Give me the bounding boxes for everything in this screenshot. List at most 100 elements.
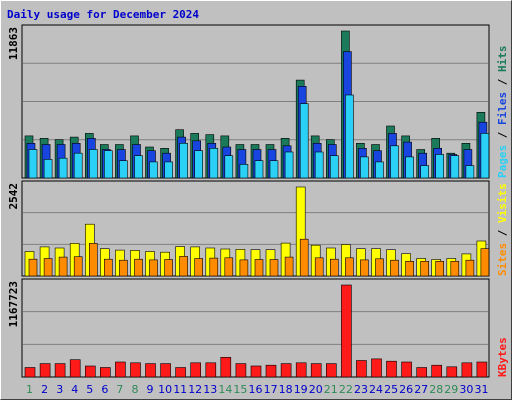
pages-bar <box>465 165 475 179</box>
legend-sep: / <box>496 223 509 243</box>
legend-kbytes: KBytes <box>496 337 509 377</box>
sites-bar <box>269 259 279 277</box>
chart-title: Daily usage for December 2024 <box>7 8 199 21</box>
kbytes-bar <box>280 363 292 378</box>
x-tick-label: 24 <box>369 383 383 396</box>
pages-bar <box>43 159 53 179</box>
kbytes-bar <box>69 359 81 378</box>
x-tick-label: 3 <box>56 383 63 396</box>
x-tick-label: 23 <box>354 383 368 396</box>
pages-bar <box>269 160 279 179</box>
y-max-label-hits: 11863 <box>7 27 20 60</box>
kbytes-bar <box>310 363 322 378</box>
sites-bar <box>465 259 475 277</box>
sites-bar <box>179 256 188 277</box>
kbytes-bar <box>54 363 66 378</box>
x-tick-label: 13 <box>203 383 217 396</box>
pages-bar <box>329 155 339 179</box>
kbytes-bar <box>235 363 247 378</box>
sites-bar <box>480 248 490 277</box>
kbytes-bar <box>431 364 443 378</box>
kbytes-bar <box>265 364 277 378</box>
kbytes-bar <box>461 362 473 378</box>
pages-bar <box>28 149 38 179</box>
sites-bar <box>375 258 384 277</box>
kbytes-bar <box>295 362 307 378</box>
panels <box>21 24 490 378</box>
x-tick-label: 18 <box>279 383 293 396</box>
sites-bar <box>43 258 53 277</box>
kbytes-bar <box>220 356 232 378</box>
x-tick-label: 19 <box>294 383 308 396</box>
pages-bar <box>420 165 430 179</box>
pages-bar <box>194 150 203 179</box>
legend-pages: Pages <box>496 145 509 178</box>
pages-bar <box>134 155 143 179</box>
kbytes-bar <box>386 360 397 378</box>
legend-sep: / <box>496 72 509 92</box>
pages-bar <box>224 155 234 179</box>
x-tick-label: 30 <box>459 383 473 396</box>
x-tick-label: 6 <box>101 383 108 396</box>
sites-bar <box>209 257 219 277</box>
pages-bar <box>89 149 98 179</box>
x-tick-label: 22 <box>339 383 353 396</box>
x-tick-label: 2 <box>41 383 48 396</box>
sites-bar <box>194 258 203 277</box>
legend-visits: Visits <box>496 183 509 223</box>
x-tick-label: 28 <box>429 383 443 396</box>
pages-bar <box>435 154 445 179</box>
legend-hits: Hits <box>496 46 509 73</box>
pages-bar <box>314 151 324 179</box>
kbytes-bar <box>130 362 141 378</box>
x-tick-label: 16 <box>249 383 263 396</box>
x-tick-label: 7 <box>116 383 123 396</box>
pages-bar <box>284 151 294 179</box>
sites-bar <box>420 260 430 277</box>
sites-bar <box>164 259 173 277</box>
x-tick-label: 31 <box>475 383 489 396</box>
sites-bar <box>299 238 309 277</box>
pages-bar <box>254 160 264 179</box>
sites-bar <box>134 258 143 277</box>
sites-bar <box>435 260 445 277</box>
x-tick-label: 12 <box>188 383 202 396</box>
y-max-label-visits: 2542 <box>7 183 20 210</box>
legend-hits-files-pages: Pages / Files / Hits <box>496 46 509 179</box>
x-tick-label: 10 <box>158 383 172 396</box>
sites-bar <box>239 259 249 277</box>
bars <box>24 30 490 378</box>
sites-bar <box>89 243 98 277</box>
sites-bar <box>73 256 83 277</box>
kbytes-bar <box>100 367 111 378</box>
kbytes-bar <box>325 363 337 378</box>
x-tick-label: 27 <box>414 383 428 396</box>
pages-bar <box>149 161 158 179</box>
x-tick-label: 20 <box>309 383 323 396</box>
legend-sites: Sites <box>496 243 509 276</box>
pages-bar <box>73 152 83 179</box>
sites-bar <box>224 257 234 277</box>
sites-bar <box>314 257 324 277</box>
x-tick-label: 25 <box>384 383 398 396</box>
pages-bar <box>405 156 414 179</box>
x-tick-label: 9 <box>147 383 154 396</box>
pages-bar <box>299 103 309 179</box>
pages-bar <box>450 155 460 179</box>
pages-bar <box>360 156 369 179</box>
x-tick-label: 17 <box>264 383 278 396</box>
legend-sep: / <box>496 125 509 145</box>
kbytes-bar <box>39 363 51 378</box>
kbytes-bar <box>190 362 201 378</box>
sites-bar <box>28 258 38 277</box>
kbytes-bar <box>476 361 488 378</box>
kbytes-bar <box>371 358 382 378</box>
sites-bar <box>405 260 414 277</box>
x-tick-label: 5 <box>86 383 93 396</box>
kbytes-bar <box>205 362 217 378</box>
kbytes-bar <box>115 361 126 378</box>
x-tick-label: 4 <box>71 383 78 396</box>
x-tick-label: 29 <box>444 383 458 396</box>
sites-bar <box>254 259 264 277</box>
